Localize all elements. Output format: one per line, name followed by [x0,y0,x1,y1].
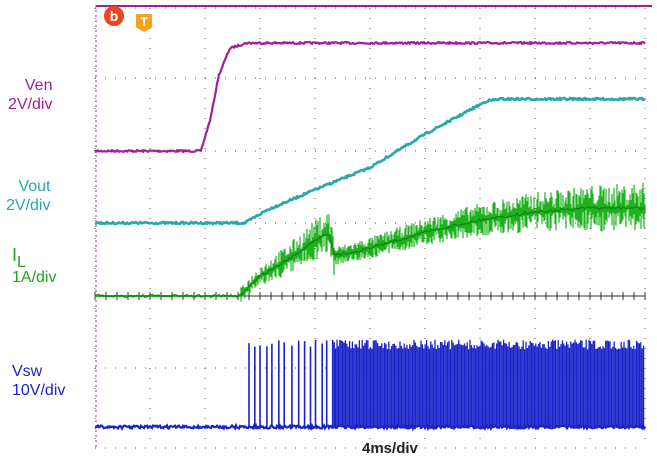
ven-channel-label: Ven 2V/div [8,76,52,114]
il-name: I [12,245,18,265]
vout-trace [94,96,646,226]
il-subscript: L [17,254,26,271]
ven-scale: 2V/div [8,96,53,113]
timebase-label: 4ms/div [362,440,418,457]
vsw-burst-pulses [248,339,334,427]
trigger-marker-t: T [136,14,152,32]
vsw-channel-label: Vsw 10V/div [12,362,65,400]
vsw-name: Vsw [12,363,43,380]
il-ripple-band [94,182,646,302]
il-scale: 1A/div [12,269,57,286]
ven-name: Ven [24,77,53,94]
vsw-scale: 10V/div [12,382,66,399]
traces [94,40,646,432]
vout-scale: 2V/div [6,197,51,214]
il-trace [94,205,646,299]
il-channel-label: IL 1A/div [12,246,56,287]
vsw-trace [333,339,645,427]
ven-trace [94,40,646,154]
vout-name: Vout [18,178,51,195]
vout-channel-label: Vout 2V/div [6,177,50,215]
trigger-marker-b: b [104,6,124,26]
